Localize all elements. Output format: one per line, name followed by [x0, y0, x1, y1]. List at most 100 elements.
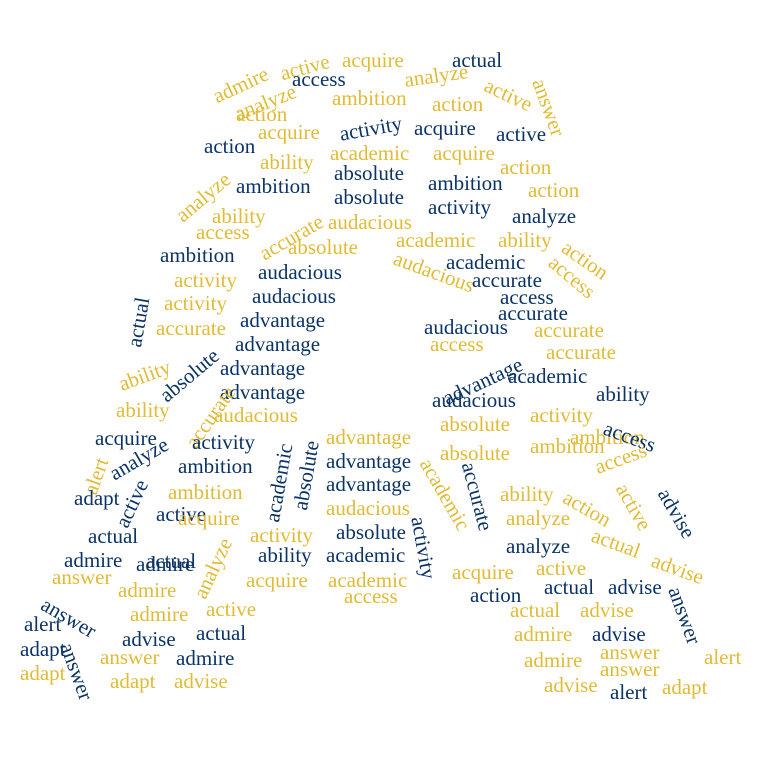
- cloud-word: access: [500, 285, 554, 309]
- cloud-word: advantage: [326, 425, 412, 449]
- cloud-word: academic: [326, 543, 406, 567]
- cloud-word: answer: [600, 640, 660, 664]
- cloud-word: ambition: [570, 425, 645, 449]
- cloud-word: adapt: [110, 669, 156, 693]
- cloud-word: analyze: [402, 59, 470, 92]
- cloud-word: actual: [146, 549, 197, 573]
- cloud-word: absolute: [334, 185, 404, 209]
- cloud-word: absolute: [440, 441, 510, 465]
- cloud-word: advise: [544, 673, 598, 697]
- cloud-word: active: [496, 122, 547, 146]
- cloud-word: absolute: [336, 520, 406, 544]
- cloud-word: ambition: [530, 434, 605, 458]
- cloud-word: active: [536, 556, 587, 580]
- cloud-word: actual: [196, 621, 247, 645]
- cloud-word: admire: [136, 552, 195, 576]
- cloud-word: ability: [596, 382, 650, 406]
- cloud-word: active: [156, 502, 207, 526]
- cloud-word: access: [196, 220, 250, 244]
- cloud-word: admire: [130, 602, 189, 626]
- cloud-word: advantage: [326, 449, 412, 473]
- cloud-word: absolute: [440, 412, 510, 436]
- cloud-word: action: [528, 178, 580, 202]
- cloud-word: advantage: [240, 308, 326, 332]
- cloud-word: acquire: [342, 48, 404, 72]
- cloud-word: advise: [608, 575, 662, 599]
- cloud-word: answer: [52, 565, 112, 589]
- cloud-word: analyze: [506, 506, 571, 530]
- cloud-word: advantage: [235, 332, 321, 356]
- cloud-word: audacious: [214, 403, 298, 427]
- cloud-word: admire: [64, 548, 123, 572]
- cloud-word: alert: [704, 645, 742, 669]
- cloud-word: ability: [260, 150, 314, 174]
- cloud-word: adapt: [662, 675, 708, 699]
- cloud-word: acquire: [452, 560, 514, 584]
- cloud-word: action: [204, 134, 256, 158]
- cloud-word: accurate: [472, 268, 542, 292]
- cloud-word: actual: [122, 295, 155, 349]
- cloud-word: admire: [176, 646, 235, 670]
- cloud-word: acquire: [258, 120, 320, 144]
- cloud-word: acquire: [433, 141, 495, 165]
- cloud-word: acquire: [178, 506, 240, 530]
- cloud-word: answer: [100, 645, 160, 669]
- cloud-word: alert: [24, 612, 62, 636]
- cloud-word: advise: [652, 484, 701, 543]
- cloud-word: action: [432, 92, 484, 116]
- cloud-word: accurate: [546, 340, 616, 364]
- cloud-word: adapt: [74, 486, 120, 510]
- cloud-word: activity: [192, 430, 255, 454]
- cloud-word: ability: [116, 398, 170, 422]
- cloud-word: ambition: [428, 171, 503, 195]
- cloud-word: audacious: [432, 388, 516, 412]
- cloud-word: advantage: [220, 356, 306, 380]
- cloud-word: activity: [174, 268, 237, 292]
- cloud-word: analyze: [506, 534, 571, 558]
- cloud-word: action: [236, 102, 288, 126]
- cloud-word: analyze: [188, 534, 238, 603]
- cloud-word: advise: [580, 598, 634, 622]
- cloud-word: advise: [592, 622, 646, 646]
- cloud-word: alert: [610, 680, 648, 704]
- cloud-word: acquire: [95, 426, 157, 450]
- cloud-word: acquire: [414, 116, 476, 140]
- cloud-word: adapt: [20, 661, 66, 685]
- cloud-word: advantage: [326, 472, 412, 496]
- cloud-word: active: [206, 597, 257, 621]
- cloud-word: active: [480, 73, 537, 117]
- cloud-word: academic: [330, 141, 410, 165]
- cloud-word: academic: [328, 568, 408, 592]
- cloud-word: access: [430, 332, 484, 356]
- cloud-word: ambition: [236, 174, 311, 198]
- cloud-word: absolute: [334, 161, 404, 185]
- cloud-word: audacious: [424, 315, 508, 339]
- cloud-word: admire: [118, 578, 177, 602]
- cloud-word: active: [610, 479, 657, 535]
- cloud-word: analyze: [512, 204, 577, 228]
- cloud-word: accurate: [498, 301, 568, 325]
- cloud-word: accurate: [156, 316, 226, 340]
- cloud-word: adapt: [20, 637, 66, 661]
- cloud-word: actual: [510, 598, 561, 622]
- cloud-word: audacious: [328, 210, 412, 234]
- cloud-word: actual: [88, 524, 139, 548]
- cloud-word: ability: [212, 204, 266, 228]
- cloud-word: action: [500, 155, 552, 179]
- cloud-word: answer: [600, 657, 660, 681]
- cloud-word: audacious: [258, 260, 342, 284]
- cloud-word: absolute: [288, 235, 358, 259]
- cloud-word: accurate: [534, 318, 604, 342]
- cloud-word: ability: [498, 228, 552, 252]
- cloud-word: advantage: [220, 380, 306, 404]
- cloud-word: academic: [508, 364, 588, 388]
- cloud-word: activity: [164, 291, 227, 315]
- cloud-word: access: [344, 584, 398, 608]
- cloud-word: action: [470, 583, 522, 607]
- cloud-word: ambition: [178, 454, 253, 478]
- cloud-word: audacious: [252, 284, 336, 308]
- cloud-word: ability: [500, 482, 554, 506]
- cloud-word: activity: [428, 195, 491, 219]
- cloud-word: ambition: [332, 86, 407, 110]
